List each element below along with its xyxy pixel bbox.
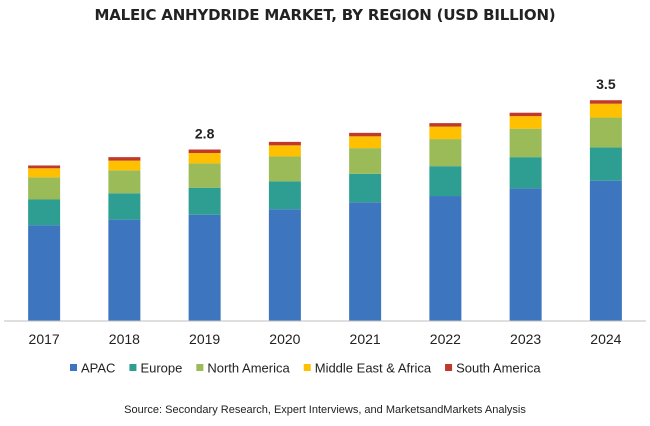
legend-swatch-north-america [196,364,204,371]
bar-segment-south-america-2024 [589,100,622,104]
bar-segment-apac-2018 [108,219,141,321]
source-note: Source: Secondary Research, Expert Inter… [124,404,526,416]
bar-segment-south-america-2023 [509,112,542,117]
x-tick-label: 2024 [590,331,621,347]
bar-segment-europe-2019 [188,187,221,215]
bar-segment-south-america-2020 [268,141,301,146]
x-tick-label: 2017 [29,331,60,347]
bar-segment-europe-2018 [108,193,141,220]
x-tick-label: 2018 [109,331,140,347]
x-axis-ticks: 2017 2018 2019 2020 2021 2022 2023 2024 [29,331,622,347]
bar-segment-middle-east-africa-2021 [349,136,382,149]
legend-label-apac: APAC [81,361,115,376]
x-tick-label: 2022 [430,331,461,347]
bar-segment-middle-east-africa-2020 [268,145,301,157]
bar-segment-apac-2020 [268,209,301,321]
bar-segment-middle-east-africa-2023 [509,116,542,129]
bar-segment-europe-2022 [429,166,462,197]
bar-segment-north-america-2023 [509,128,542,158]
data-label-2024: 3.5 [596,76,616,92]
bar-segment-apac-2024 [589,180,622,321]
bar-segment-north-america-2018 [108,170,141,194]
legend-swatch-south-america [445,364,453,371]
x-tick-label: 2023 [510,331,541,347]
x-tick-label: 2021 [350,331,381,347]
data-label-2019: 2.8 [195,126,215,142]
x-tick-label: 2019 [189,331,220,347]
bars-group [28,100,622,321]
bar-segment-apac-2017 [28,225,61,321]
bar-segment-north-america-2019 [188,163,221,188]
legend-label-europe: Europe [140,361,182,376]
bar-segment-middle-east-africa-2024 [589,103,622,118]
bar-segment-europe-2023 [509,157,542,189]
legend-label-middle-east-africa: Middle East & Africa [315,361,432,376]
legend-swatch-europe [129,364,137,371]
bar-segment-middle-east-africa-2022 [429,126,462,140]
bar-segment-north-america-2020 [268,156,301,182]
bar-segment-north-america-2021 [349,148,382,174]
bar-segment-south-america-2018 [108,157,141,161]
bar-segment-middle-east-africa-2019 [188,152,221,164]
bar-segment-north-america-2024 [589,117,622,148]
bar-segment-middle-east-africa-2017 [28,168,61,178]
chart-title: MALEIC ANHYDRIDE MARKET, BY REGION (USD … [94,6,556,24]
bar-segment-south-america-2017 [28,165,61,169]
bar-segment-south-america-2019 [188,149,221,153]
bar-segment-south-america-2022 [429,123,462,127]
bar-segment-europe-2017 [28,199,61,226]
legend-swatch-middle-east-africa [303,364,311,371]
bar-segment-apac-2021 [349,202,382,321]
bar-segment-europe-2021 [349,173,382,203]
bar-segment-middle-east-africa-2018 [108,160,141,171]
bar-segment-apac-2022 [429,196,462,321]
legend-label-north-america: North America [207,361,290,376]
bar-segment-north-america-2022 [429,139,462,167]
bar-segment-europe-2024 [589,147,622,181]
bar-segment-south-america-2021 [349,132,382,137]
bar-segment-europe-2020 [268,181,301,210]
bar-segment-apac-2019 [188,214,221,321]
legend: APAC Europe North America Middle East & Afr… [70,361,541,376]
data-labels: 2.8 3.5 [195,76,616,141]
x-tick-label: 2020 [269,331,300,347]
legend-swatch-apac [70,364,77,371]
bar-segment-north-america-2017 [28,177,61,200]
bar-segment-apac-2023 [509,188,542,321]
legend-label-south-america: South America [456,361,541,376]
